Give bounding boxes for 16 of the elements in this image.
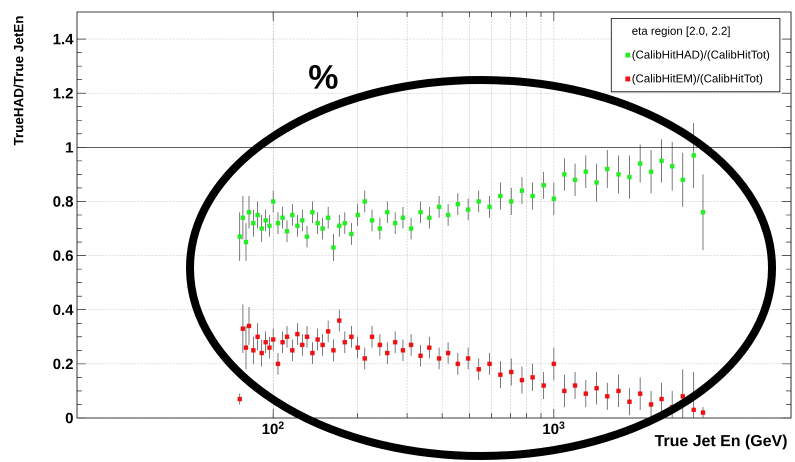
x-axis-title: True Jet En (GeV) [654,434,787,450]
y-tick-label: 0 [66,412,73,424]
y-tick-label: 0.2 [53,358,73,370]
y-tick-label: 1.2 [54,88,73,98]
y-tick-label: 0.6 [53,250,73,261]
annotation: % [309,65,338,89]
legend-label: (CalibHitEM)/(CalibHitTot) [632,74,762,85]
y-axis-title: TrueHAD/True JetEn [13,16,24,146]
y-tick-label: 1 [66,142,74,152]
legend-title: eta region [2.0, 2.2] [632,26,730,38]
legend-label: (CalibHitHAD)/(CalibHitTot) [632,50,770,61]
y-tick-label: 1.4 [54,34,74,44]
y-tick-label: 0.8 [53,196,74,207]
y-tick-label: 0.4 [53,304,74,316]
x-tick-label: 10$^{3}$ [543,422,564,434]
x-tick-label: 10$^{2}$ [262,422,284,434]
